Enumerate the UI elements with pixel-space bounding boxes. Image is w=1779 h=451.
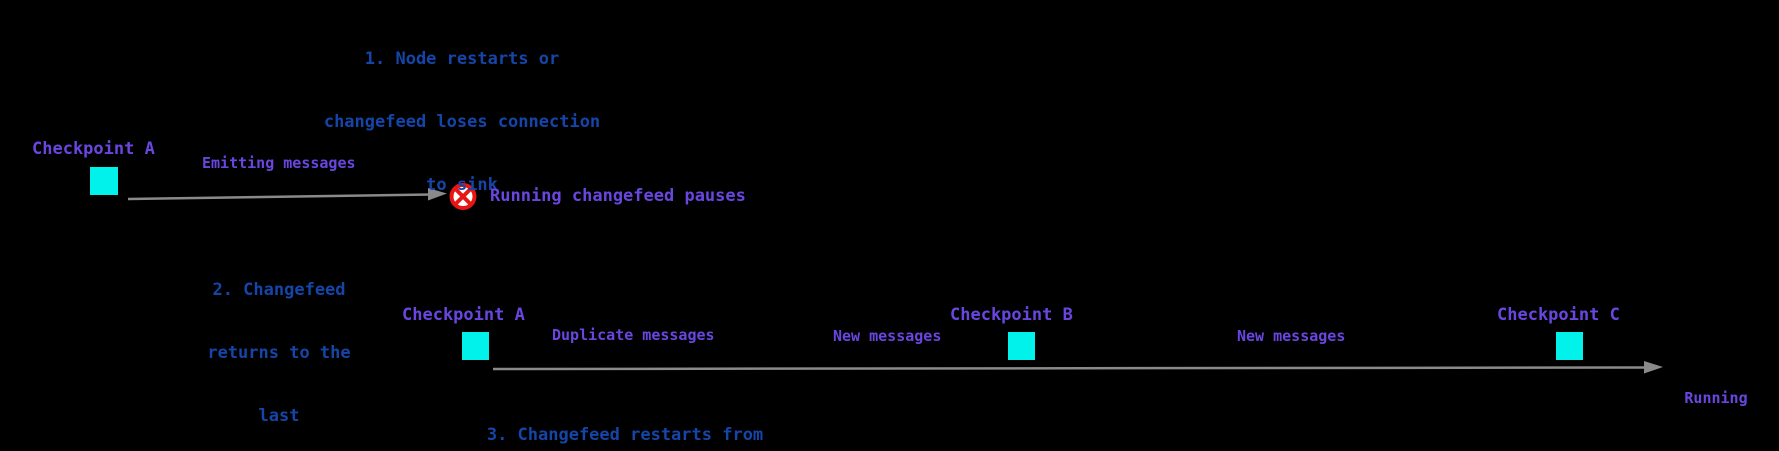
new-messages-label-1: New messages [833,327,942,345]
step-1-line: changefeed loses connection [323,112,601,132]
resume-arrow [492,361,1663,374]
checkpoint-a-label-bottom: Checkpoint A [402,305,525,325]
step-1-line: 1. Node restarts or [364,49,560,69]
resume-line: changefeed [1662,448,1770,451]
running-changefeed-pauses-label: Running changefeed pauses [490,186,746,206]
step-2-note: 2. Changefeed returns to the last checkp… [179,238,379,451]
step-2-line: returns to the [207,343,351,363]
checkpoint-a-marker-bottom [462,332,489,360]
arrowhead-icon [428,188,447,201]
checkpoint-a-label-top: Checkpoint A [32,139,155,159]
emitting-messages-label: Emitting messages [202,154,356,172]
checkpoint-c-label: Checkpoint C [1497,305,1620,325]
new-messages-label-2: New messages [1237,327,1346,345]
step-2-line: 2. Changefeed [212,280,346,300]
emitting-arrow [127,188,447,201]
checkpoint-c-marker [1556,332,1583,360]
resume-line: Running [1684,389,1748,407]
step-3-note: 3. Changefeed restarts from last checkpo… [465,383,785,451]
checkpoint-a-marker-top [90,167,118,195]
checkpoint-b-label: Checkpoint B [950,305,1073,325]
step-1-note: 1. Node restarts or changefeed loses con… [302,7,622,238]
running-changefeed-resumes-label: Running changefeed resumes [1662,348,1770,451]
circle-x-icon [449,183,477,210]
arrowhead-icon [1644,361,1663,374]
duplicate-messages-label: Duplicate messages [552,326,715,344]
step-1-line: to sink [426,175,498,195]
step-3-line: 3. Changefeed restarts from [486,425,764,445]
checkpoint-b-marker [1008,332,1035,360]
step-2-line: last [258,406,300,426]
